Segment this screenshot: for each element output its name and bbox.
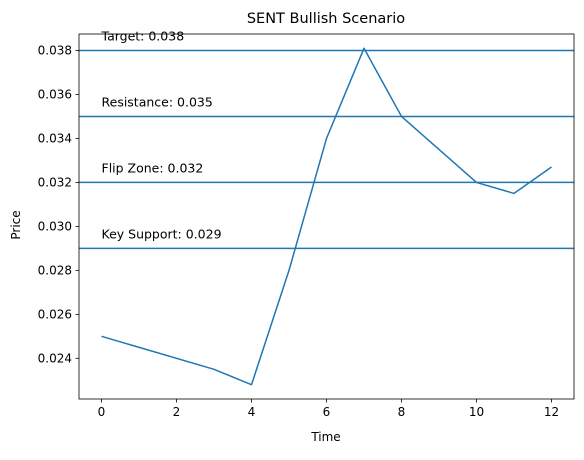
y-tick-label: 0.032 — [38, 175, 72, 189]
reference-line-label: Key Support: 0.029 — [102, 226, 222, 241]
chart-title: SENT Bullish Scenario — [247, 11, 405, 27]
reference-line-label: Resistance: 0.035 — [102, 94, 213, 109]
x-tick-label: 6 — [323, 405, 331, 419]
x-tick-label: 0 — [98, 405, 106, 419]
x-tick-label: 10 — [469, 405, 484, 419]
y-tick-label: 0.028 — [38, 263, 72, 277]
series-layer — [101, 47, 552, 386]
plot-frame — [78, 33, 575, 400]
price-series-line — [101, 47, 552, 386]
x-tick-label: 8 — [398, 405, 406, 419]
x-tick-label: 4 — [248, 405, 256, 419]
reference-line-label: Flip Zone: 0.032 — [102, 160, 204, 175]
reference-lines: Target: 0.038 Resistance: 0.035 Flip Zone:… — [79, 28, 574, 250]
y-tick-label: 0.026 — [38, 307, 72, 321]
ticks-layer: 0 2 4 6 8 10 12 0.024 0.026 0.028 0.030 0.032 0.034 0… — [38, 43, 560, 419]
y-tick-label: 0.036 — [38, 87, 72, 101]
y-axis-label: Price — [9, 210, 23, 239]
x-axis-label: Time — [310, 430, 340, 444]
reference-line-label: Target: 0.038 — [101, 28, 185, 43]
y-tick-label: 0.034 — [38, 131, 72, 145]
y-tick-label: 0.024 — [38, 351, 72, 365]
x-tick-label: 2 — [173, 405, 181, 419]
y-tick-label: 0.030 — [38, 219, 72, 233]
x-tick-label: 12 — [544, 405, 559, 419]
y-tick-label: 0.038 — [38, 43, 72, 57]
